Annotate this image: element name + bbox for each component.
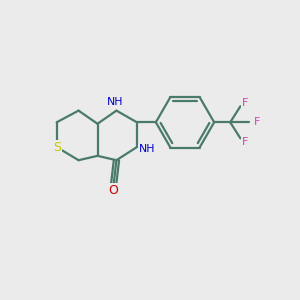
Text: F: F (254, 117, 260, 127)
Text: O: O (109, 184, 118, 197)
Text: F: F (242, 137, 248, 147)
Text: NH: NH (139, 143, 155, 154)
Text: S: S (53, 141, 61, 154)
Text: NH: NH (107, 98, 123, 107)
Text: F: F (242, 98, 248, 108)
